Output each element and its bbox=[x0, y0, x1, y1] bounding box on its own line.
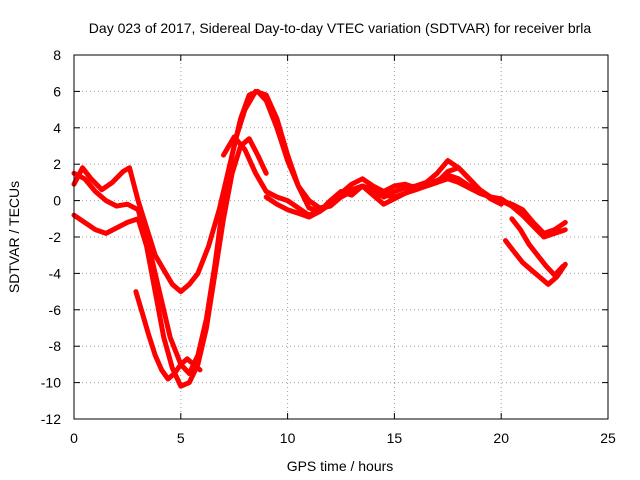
x-tick-label: 15 bbox=[387, 430, 403, 446]
y-tick-label: 2 bbox=[53, 156, 61, 172]
series-line-6 bbox=[221, 134, 504, 218]
x-tick-label: 25 bbox=[600, 430, 616, 446]
y-tick-label: 6 bbox=[53, 83, 61, 99]
y-tick-label: -4 bbox=[49, 265, 62, 281]
y-tick-label: 0 bbox=[53, 193, 61, 209]
chart-title: Day 023 of 2017, Sidereal Day-to-day VTE… bbox=[89, 20, 592, 36]
y-tick-label: -2 bbox=[49, 229, 62, 245]
series-line-3 bbox=[71, 136, 269, 389]
x-axis-label: GPS time / hours bbox=[287, 458, 394, 474]
x-tick-label: 10 bbox=[280, 430, 296, 446]
y-tick-label: 8 bbox=[53, 47, 61, 63]
series-line-5 bbox=[133, 289, 203, 382]
y-tick-label: -10 bbox=[41, 375, 61, 391]
series-layer bbox=[71, 88, 568, 389]
y-axis-label: SDTVAR / TECUs bbox=[6, 181, 22, 293]
series-line-7 bbox=[503, 238, 568, 287]
y-tick-label: 4 bbox=[53, 120, 61, 136]
y-tick-label: -12 bbox=[41, 411, 61, 427]
x-tick-label: 20 bbox=[493, 430, 509, 446]
y-tick-label: -8 bbox=[49, 338, 62, 354]
y-tick-label: -6 bbox=[49, 302, 62, 318]
x-tick-label: 5 bbox=[177, 430, 185, 446]
x-tick-label: 0 bbox=[70, 430, 78, 446]
series-line-8 bbox=[509, 216, 566, 278]
